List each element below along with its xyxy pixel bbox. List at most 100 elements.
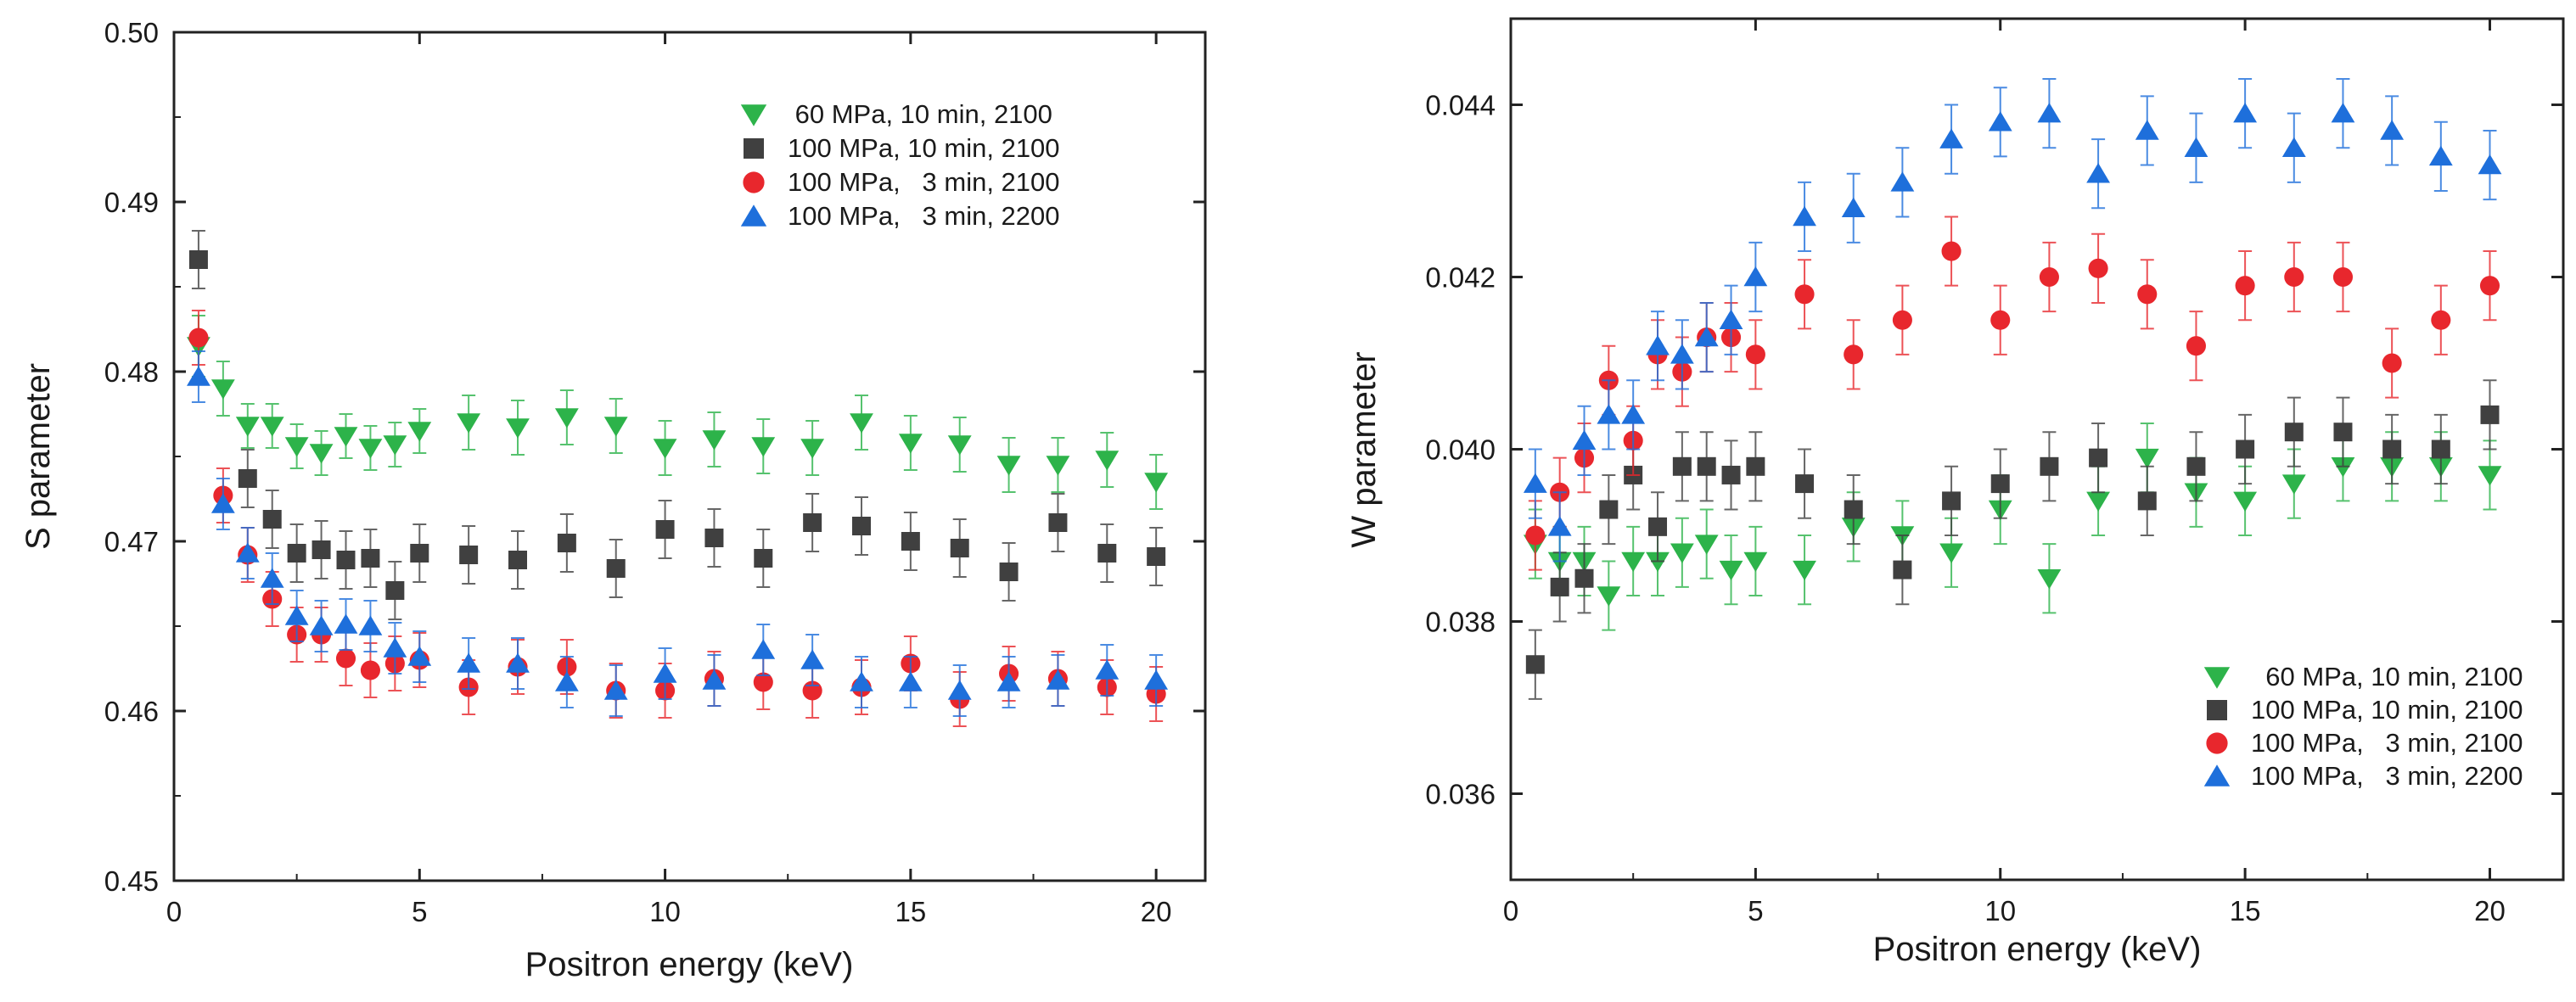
w-data-point [2380, 120, 2405, 140]
s-data-point [311, 540, 331, 559]
w-data-point [1844, 500, 1863, 519]
s-data-point [383, 435, 407, 456]
s-data-point [852, 517, 871, 535]
s-data-point [334, 427, 358, 447]
s-data-point [385, 581, 405, 600]
w-data-point [2480, 405, 2500, 424]
w-data-point [2037, 103, 2062, 123]
w-data-point [2086, 491, 2111, 512]
s-data-point [459, 546, 479, 564]
s-legend-marker [740, 104, 767, 126]
w-data-point [1939, 128, 1963, 148]
s-data-point [702, 669, 727, 690]
s-data-point [996, 671, 1021, 691]
w-data-point [1793, 205, 1816, 227]
s-legend-label: 100 MPa, 3 min, 2200 [788, 201, 1060, 231]
s-series-1 [188, 230, 1166, 620]
s-legend-marker [744, 138, 764, 159]
s-legend-label: 100 MPa, 10 min, 2100 [788, 133, 1060, 163]
w-data-point [2235, 276, 2255, 296]
w-data-point [1599, 500, 1619, 519]
s-data-point [188, 250, 208, 269]
w-data-point [1574, 568, 1594, 588]
w-data-point [2382, 439, 2402, 459]
w-data-point [1793, 560, 1816, 581]
s-data-point [360, 660, 380, 680]
s-data-point [603, 417, 628, 437]
w-data-point [1890, 171, 1915, 192]
s-x-tick-label: 15 [895, 896, 926, 927]
s-legend-marker [740, 204, 767, 227]
s-y-tick-label: 0.45 [104, 865, 159, 897]
s-data-point [655, 520, 675, 539]
s-data-point [653, 663, 677, 683]
s-y-axis-label: S parameter [20, 363, 57, 550]
w-legend-marker [2206, 732, 2228, 754]
s-data-point [1097, 544, 1117, 563]
w-data-point [2284, 266, 2304, 288]
w-legend-marker [2207, 700, 2227, 720]
w-data-point [2137, 491, 2157, 511]
s-data-point [1095, 451, 1120, 471]
w-data-point [1941, 241, 1961, 261]
s-data-point [284, 605, 309, 625]
s-data-point [850, 671, 873, 691]
w-data-point [1670, 344, 1694, 364]
s-data-point [235, 417, 260, 437]
w-data-point [1893, 560, 1912, 579]
w-legend-marker [2203, 764, 2231, 786]
s-data-point [754, 549, 773, 568]
s-data-point [210, 493, 235, 513]
w-data-point [1719, 309, 1743, 330]
w-data-point [1694, 326, 1719, 347]
s-data-point [800, 649, 825, 669]
s-data-point [1144, 669, 1169, 690]
s-data-point [187, 366, 210, 386]
w-data-point [2186, 336, 2206, 356]
s-data-point [702, 430, 727, 451]
w-legend-marker [2203, 667, 2231, 689]
s-series-3 [187, 350, 1169, 717]
w-y-axis-label: W parameter [1345, 351, 1383, 547]
s-data-point [999, 563, 1019, 581]
w-series-2 [1525, 216, 2500, 571]
s-data-point [603, 680, 628, 700]
s-data-point [238, 469, 257, 488]
w-data-point [1621, 551, 1646, 573]
s-data-point [947, 680, 972, 700]
s-data-point [287, 544, 306, 563]
s-data-point [850, 413, 873, 434]
s-data-point [1144, 473, 1169, 493]
w-data-point [1646, 335, 1670, 355]
s-data-point [358, 439, 383, 459]
s-series-2 [188, 310, 1166, 727]
s-y-tick-label: 0.49 [104, 187, 159, 218]
s-y-tick-label: 0.48 [104, 356, 159, 388]
s-data-point [506, 652, 530, 673]
s-data-point [1048, 513, 1068, 532]
w-legend-label: 100 MPa, 10 min, 2100 [2251, 695, 2523, 725]
w-data-point [2478, 466, 2502, 486]
w-data-point [1694, 535, 1719, 555]
w-data-point [2233, 103, 2258, 123]
s-data-point [508, 551, 527, 569]
w-data-point [1745, 344, 1765, 365]
w-data-point [2281, 137, 2306, 158]
w-data-point [1648, 517, 1668, 536]
w-data-point [2039, 266, 2059, 288]
w-x-tick-label: 5 [1748, 895, 1763, 926]
w-data-point [2184, 137, 2208, 158]
w-data-point [1743, 551, 1768, 573]
w-data-point [1988, 111, 2012, 132]
s-legend: 60 MPa, 10 min, 2100 100 MPa, 10 min, 210… [740, 99, 1060, 231]
w-data-point [2088, 258, 2108, 278]
w-y-tick-label: 0.040 [1425, 434, 1496, 466]
w-data-point [1795, 474, 1815, 494]
s-data-point [260, 568, 284, 588]
w-data-point [1672, 456, 1692, 476]
w-data-point [2137, 284, 2158, 305]
s-y-tick-label: 0.47 [104, 526, 159, 557]
w-data-point [2037, 568, 2062, 590]
s-data-point [751, 639, 776, 659]
